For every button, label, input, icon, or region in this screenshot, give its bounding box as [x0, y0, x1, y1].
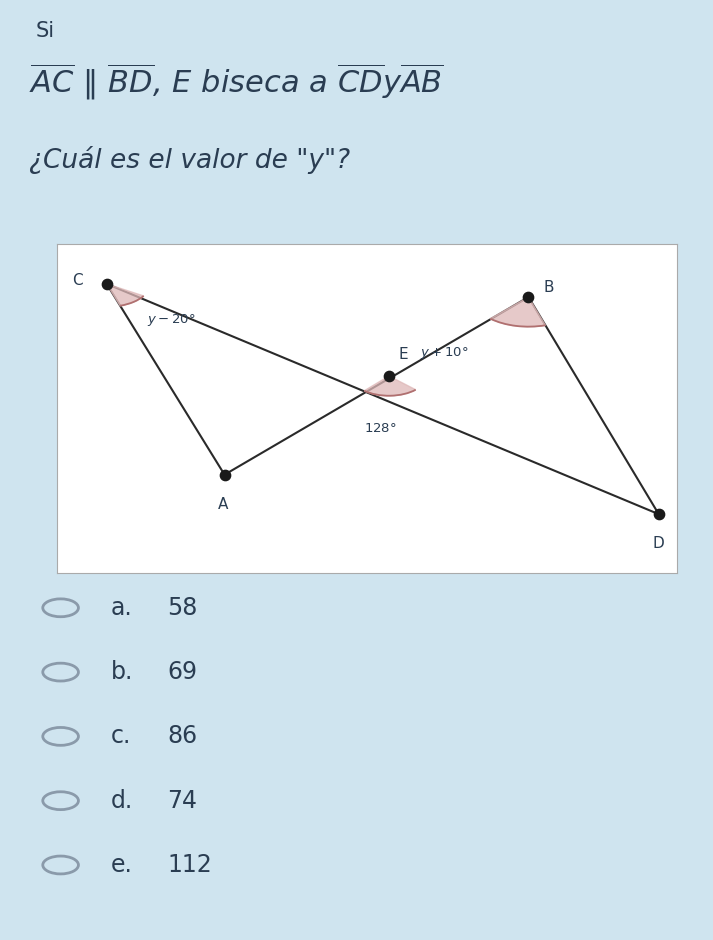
Text: 86: 86: [168, 725, 198, 748]
Point: [101, 276, 113, 291]
Text: C: C: [73, 274, 83, 288]
Text: c.: c.: [111, 725, 131, 748]
Text: 69: 69: [168, 660, 198, 684]
Polygon shape: [364, 376, 416, 396]
Point: [219, 467, 230, 482]
Point: [383, 368, 394, 384]
Text: D: D: [652, 537, 665, 551]
Polygon shape: [491, 297, 545, 326]
Text: A: A: [218, 497, 229, 511]
Text: 74: 74: [168, 789, 198, 813]
Text: 112: 112: [168, 853, 212, 877]
Text: E: E: [399, 347, 408, 362]
Text: a.: a.: [111, 596, 133, 619]
Point: [653, 507, 665, 522]
Polygon shape: [107, 284, 143, 306]
Text: 58: 58: [168, 596, 198, 619]
Text: b.: b.: [111, 660, 133, 684]
Text: Si: Si: [36, 21, 54, 41]
Text: d.: d.: [111, 789, 133, 813]
Text: $128°$: $128°$: [364, 422, 396, 435]
Text: e.: e.: [111, 853, 133, 877]
Text: $y-20°$: $y-20°$: [147, 312, 195, 328]
Text: $y+10°$: $y+10°$: [420, 345, 468, 361]
Text: $\overline{AC}\ \|\ \overline{BD}$, $E\ biseca\ a\ \overline{CD}y\overline{AB}$: $\overline{AC}\ \|\ \overline{BD}$, $E\ …: [29, 61, 443, 102]
Text: ¿Cuál es el valor de "y"?: ¿Cuál es el valor de "y"?: [29, 146, 349, 174]
Text: B: B: [544, 280, 555, 294]
Point: [523, 290, 534, 305]
